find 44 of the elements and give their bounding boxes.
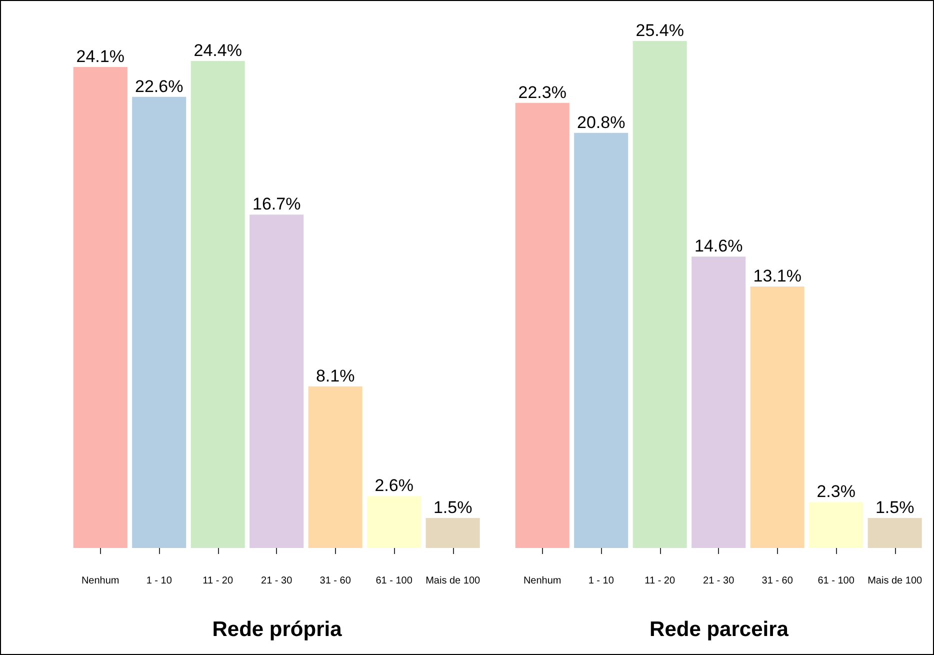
x-tick-label: 31 - 60	[762, 576, 794, 586]
text: Rede própria	[212, 618, 342, 641]
data-label: 2.6%	[374, 476, 414, 496]
text: Rede parceira	[650, 618, 789, 641]
data-label: 13.1%	[753, 266, 802, 286]
x-tick-label: 11 - 20	[644, 576, 676, 586]
bar	[515, 102, 570, 548]
x-tick-label: 31 - 60	[320, 576, 352, 586]
x-tick-label: Nenhum	[523, 576, 562, 586]
x-tick-label: Nenhum	[81, 576, 120, 586]
bar	[692, 256, 746, 548]
bar	[367, 496, 422, 548]
bar	[632, 41, 687, 548]
data-label: 1.5%	[433, 498, 472, 518]
x-tick-label: Mais de 100	[868, 576, 922, 586]
bar	[809, 502, 864, 548]
bar	[250, 214, 304, 548]
bar	[190, 60, 245, 548]
data-label: 24.1%	[76, 46, 124, 66]
data-label: 14.6%	[694, 236, 743, 256]
data-label: 1.5%	[875, 498, 914, 518]
bar	[132, 96, 186, 548]
bar	[750, 286, 804, 548]
data-label: 2.3%	[816, 482, 856, 502]
x-tick-label: 61 - 100	[376, 576, 413, 586]
bar	[426, 518, 480, 548]
data-label: 24.4%	[194, 40, 242, 60]
x-tick-label: 61 - 100	[818, 576, 855, 586]
x-tick-label: 11 - 20	[202, 576, 234, 586]
data-label: 8.1%	[316, 366, 355, 386]
data-label: 22.6%	[135, 76, 184, 96]
bar	[308, 386, 362, 548]
x-tick-label: 21 - 30	[703, 576, 735, 586]
x-tick-label: 1 - 10	[588, 576, 614, 586]
data-label: 20.8%	[577, 112, 626, 132]
data-label: 25.4%	[636, 21, 684, 40]
bar	[574, 132, 628, 548]
x-tick-label: 1 - 10	[146, 576, 172, 586]
bar	[868, 518, 922, 548]
data-label: 22.3%	[518, 82, 566, 102]
bar	[73, 66, 128, 548]
x-tick-label: 21 - 30	[261, 576, 293, 586]
x-tick-label: Mais de 100	[426, 576, 480, 586]
data-label: 16.7%	[252, 194, 301, 214]
